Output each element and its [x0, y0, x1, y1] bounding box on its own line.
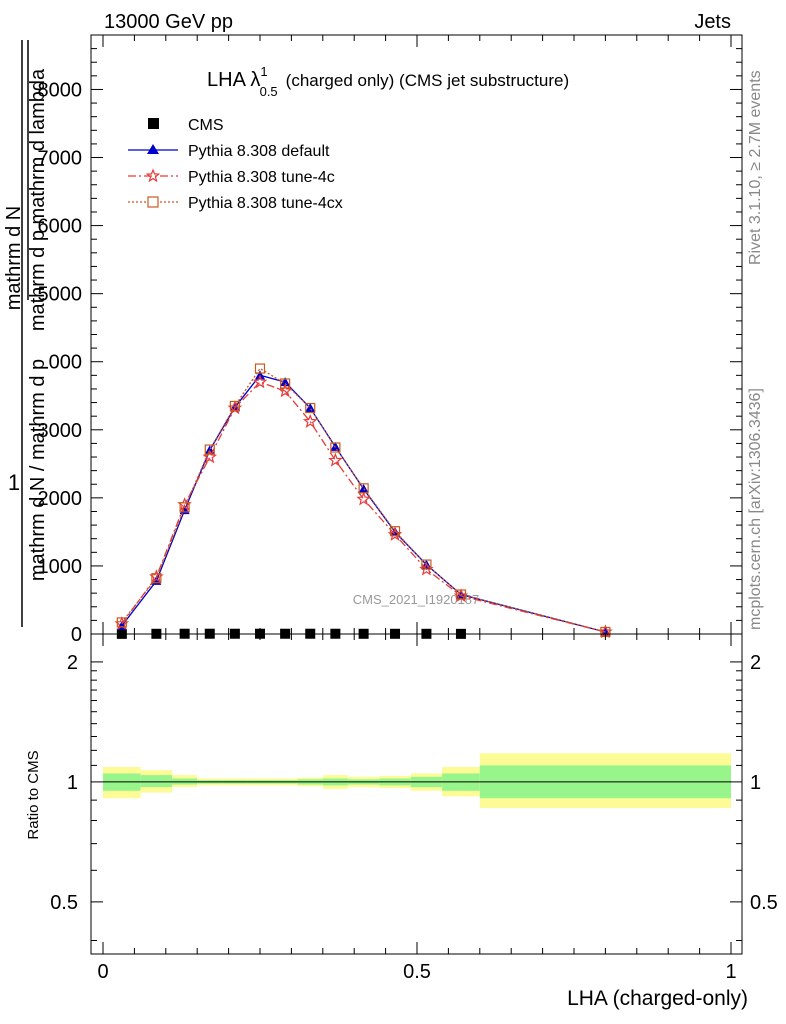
- data-point-tune-4c: [277, 383, 293, 398]
- main-y-tick-labels: 0 1000 2000 3000 000 5000 6000 7000 8000: [38, 79, 83, 646]
- legend-marker-cms: [148, 118, 159, 129]
- legend-marker-tune-4cx: [147, 196, 159, 208]
- data-point-tune-4cx: [254, 363, 266, 374]
- ratio-y-tick-label-right: 1: [750, 772, 761, 794]
- ratio-y-tick-label-right: 0.5: [750, 892, 778, 914]
- x-tick-label: 0: [97, 961, 108, 983]
- series-line: [121, 367, 606, 633]
- data-point-tune-4cx: [151, 573, 162, 584]
- energy-label: 13000 GeV pp: [104, 11, 233, 33]
- y-label-upper-denominator: mathrm d p mathrm d lambda: [27, 68, 49, 331]
- data-point-tune-4cx: [204, 444, 215, 455]
- data-point-tune-4c: [252, 374, 268, 389]
- data-point-tune-4cx: [229, 400, 240, 412]
- legend-marker-tune-4c: [145, 168, 161, 183]
- ratio-y-tick-label: 1: [67, 772, 78, 794]
- x-tick-label: 0.5: [403, 961, 431, 983]
- y-label-denominator: mathrm d N / mathrm d p: [27, 359, 49, 581]
- data-point-tune-4c: [328, 452, 343, 467]
- main-y-tick-label: 6000: [38, 216, 83, 238]
- main-y-tick-label: 3000: [38, 420, 83, 442]
- legend-entry-default: Pythia 8.308 default: [128, 143, 330, 160]
- data-point-tune-4c: [356, 491, 371, 506]
- y-label-upper-numerator: mathrm d N: [3, 206, 25, 310]
- ratio-axis-ticks: [91, 634, 742, 954]
- chart-title: LHA λ1 0.5(charged only) (CMS jet substru…: [207, 64, 569, 99]
- data-point-tune-4cx: [455, 589, 467, 600]
- legend: CMS Pythia 8.308 default Pythia 8.308 tu…: [128, 117, 343, 212]
- data-point-tune-4cx: [421, 559, 432, 570]
- legend-entry-cms: CMS: [148, 117, 224, 134]
- data-point-tune-4cx: [280, 378, 291, 389]
- series-line: [121, 381, 606, 633]
- ratio-inner-band: [140, 775, 173, 788]
- data-point-tune-4cx: [389, 526, 401, 537]
- data-point-tune-4cx: [116, 617, 127, 628]
- data-point-default: [305, 403, 316, 413]
- main-y-tick-label: 7000: [38, 148, 83, 170]
- legend-label-default: Pythia 8.308 default: [188, 143, 330, 160]
- legend-label-tune-4c: Pythia 8.308 tune-4c: [188, 169, 335, 186]
- data-point-tune-4cx: [358, 483, 369, 494]
- data-point-default: [280, 377, 291, 387]
- ratio-y-tick-label: 0.5: [50, 892, 78, 914]
- x-axis-label: LHA (charged-only): [567, 987, 748, 1010]
- analysis-watermark: CMS_2021_I1920187: [353, 592, 480, 607]
- main-axis-ticks: [91, 34, 742, 635]
- y-label-numerator: 1: [8, 470, 20, 495]
- ratio-y-axis-label: Ratio to CMS: [25, 750, 42, 839]
- data-point-default: [358, 484, 369, 494]
- rivet-version-label: Rivet 3.1.10, ≥ 2.7M events: [747, 70, 764, 265]
- legend-marker-default: [147, 144, 159, 154]
- legend-label-tune-4cx: Pythia 8.308 tune-4cx: [188, 195, 343, 212]
- data-point-tune-4cx: [330, 442, 341, 453]
- data-point-tune-4cx: [179, 502, 190, 513]
- mcplots-label: mcplots.cern.ch [arXiv:1306.3436]: [747, 388, 764, 630]
- main-y-tick-label: 8000: [38, 79, 83, 101]
- legend-entry-tune-4c: Pythia 8.308 tune-4c: [128, 168, 335, 186]
- legend-entry-tune-4cx: Pythia 8.308 tune-4cx: [128, 195, 343, 212]
- main-y-tick-label: 0: [71, 624, 82, 646]
- data-point-tune-4cx: [305, 402, 316, 414]
- main-y-tick-label: 2000: [38, 488, 83, 510]
- data-point-tune-4c: [202, 449, 218, 464]
- category-label: Jets: [694, 11, 731, 33]
- ratio-y-tick-label: 2: [67, 652, 78, 674]
- ratio-panel: 0.5 0.5 1 1 2 2 0 0.5 1 Ratio to CMS LHA (charge…: [25, 633, 778, 1010]
- legend-label-cms: CMS: [188, 117, 224, 134]
- main-panel: 0 1000 2000 3000 000 5000 6000 7000 8000 1 mathr…: [3, 34, 743, 646]
- x-tick-label: 1: [725, 961, 736, 983]
- main-y-axis-label: 1 mathrm d N mathrm d p mathrm d lambda …: [3, 40, 49, 627]
- main-y-tick-label: 5000: [38, 284, 83, 306]
- main-y-tick-label: 000: [49, 352, 82, 374]
- series-pythia-8-308-tune-4cx: [116, 363, 611, 638]
- ratio-y-tick-label-right: 2: [750, 652, 761, 674]
- ratio-bands: [103, 753, 731, 809]
- data-point-tune-4c: [302, 413, 318, 428]
- ratio-tick-labels: 0.5 0.5 1 1 2 2 0 0.5 1: [50, 652, 778, 983]
- main-y-tick-label: 1000: [38, 556, 83, 578]
